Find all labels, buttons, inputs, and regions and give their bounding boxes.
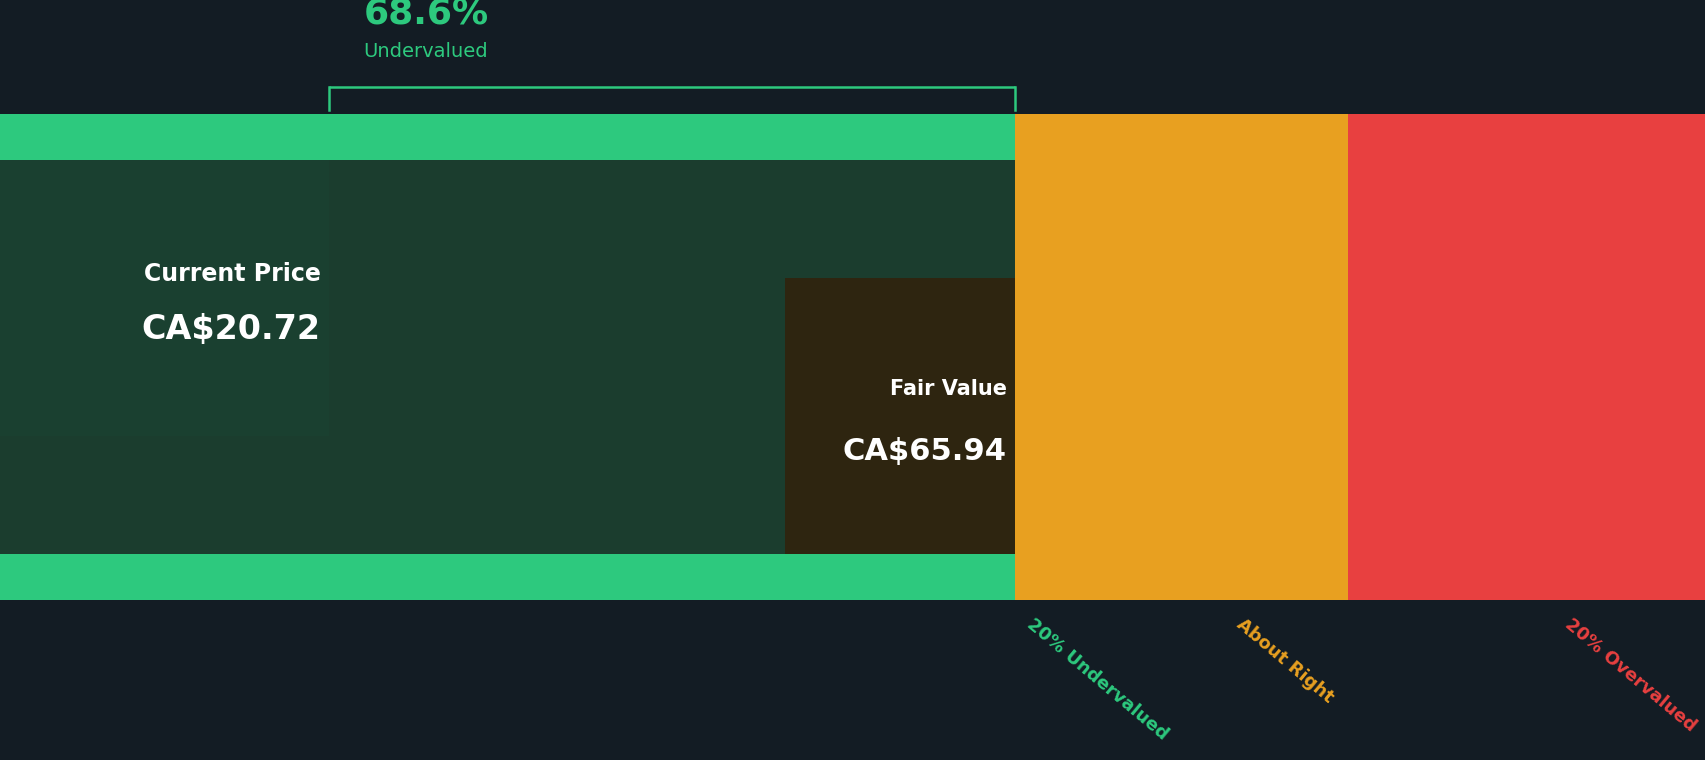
Bar	[1347, 114, 1705, 600]
Bar	[0, 160, 329, 436]
Text: 20% Undervalued: 20% Undervalued	[1023, 616, 1171, 744]
Text: 20% Overvalued: 20% Overvalued	[1560, 616, 1698, 736]
Text: Undervalued: Undervalued	[363, 42, 488, 61]
Bar	[0, 114, 1014, 600]
Text: Fair Value: Fair Value	[888, 378, 1006, 399]
Text: Current Price: Current Price	[143, 262, 321, 287]
Text: About Right: About Right	[1231, 616, 1335, 707]
Bar	[784, 278, 1014, 554]
Text: CA$65.94: CA$65.94	[842, 437, 1006, 466]
Bar	[0, 160, 1014, 554]
Text: 68.6%: 68.6%	[363, 0, 488, 30]
Bar	[1014, 114, 1347, 600]
Text: CA$20.72: CA$20.72	[142, 313, 321, 346]
